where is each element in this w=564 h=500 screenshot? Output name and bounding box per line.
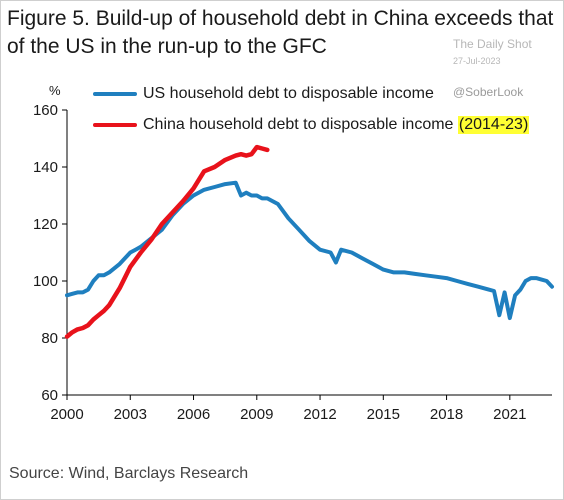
y-tick-label: 140 xyxy=(33,159,58,176)
x-tick-label: 2006 xyxy=(177,406,210,423)
legend-label-china: China household debt to disposable incom… xyxy=(143,116,454,133)
legend-entry-china: China household debt to disposable incom… xyxy=(93,114,530,136)
x-tick-label: 2015 xyxy=(367,406,400,423)
legend-swatch-us xyxy=(93,92,137,96)
series-line-us xyxy=(65,180,554,321)
x-tick-label: 2009 xyxy=(240,406,273,423)
watermark-name: The Daily Shot xyxy=(453,37,532,51)
legend-swatch-china xyxy=(93,123,137,127)
watermark-date: 27-Jul-2023 xyxy=(453,56,501,66)
y-tick-label: 80 xyxy=(41,330,58,347)
x-tick-label: 2000 xyxy=(50,406,83,423)
y-tick-label: 160 xyxy=(33,102,58,119)
x-tick-label: 2003 xyxy=(114,406,147,423)
legend-highlight-china: (2014-23) xyxy=(457,116,530,134)
x-tick-label: 2021 xyxy=(493,406,526,423)
source-note: Source: Wind, Barclays Research xyxy=(9,465,249,482)
y-tick-label: 100 xyxy=(33,273,58,290)
legend-label-us: US household debt to disposable income xyxy=(143,85,434,102)
y-tick-label: 60 xyxy=(41,387,58,404)
watermark-handle: @SoberLook xyxy=(453,85,524,99)
y-axis-unit: % xyxy=(49,83,61,98)
series-line-china xyxy=(64,144,270,339)
legend-entry-us: US household debt to disposable income xyxy=(93,83,434,105)
line-chart: 60 80 100 120 140 160 2000 2003 2006 2009 2012 2015… xyxy=(33,102,554,423)
x-tick-label: 2012 xyxy=(303,406,336,423)
y-tick-label: 120 xyxy=(33,216,58,233)
chart-title: Figure 5. Build-up of household debt in … xyxy=(7,7,554,58)
x-tick-label: 2018 xyxy=(430,406,463,423)
